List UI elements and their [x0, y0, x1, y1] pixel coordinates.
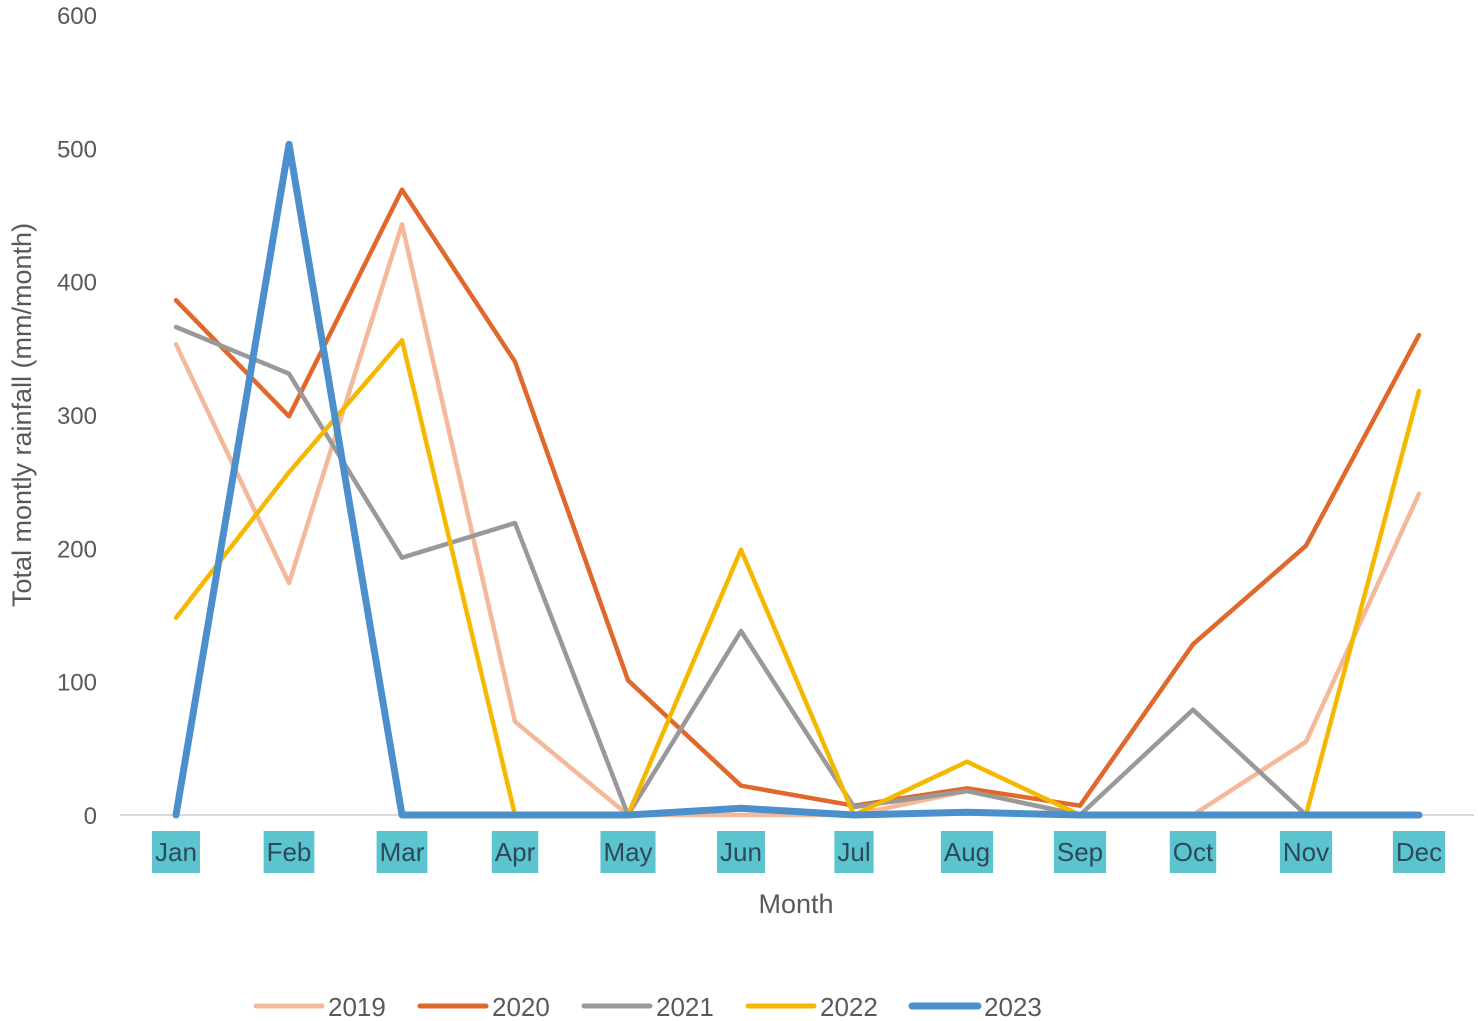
legend-label: 2023	[984, 992, 1042, 1021]
series-line-2019	[173, 222, 1422, 818]
x-tick-label: Jul	[837, 837, 870, 867]
legend-item-2019: 2019	[253, 992, 386, 1021]
legend: 2019 2020 2021 2022 2023	[253, 992, 1042, 1021]
x-tick-highlight	[1392, 831, 1446, 873]
series-line-2021	[173, 324, 1422, 818]
legend-label: 2020	[492, 992, 550, 1021]
y-axis-ticks: 0 100 200 300 400 500 600	[57, 3, 97, 830]
x-tick-highlight	[263, 831, 315, 873]
x-tick-mar: Mar	[376, 831, 428, 873]
x-tick-nov: Nov	[1279, 831, 1333, 873]
x-tick-label: Mar	[380, 837, 425, 867]
x-tick-sep: Sep	[1053, 831, 1107, 873]
y-tick-label: 200	[57, 536, 97, 563]
x-tick-label: Jun	[720, 837, 762, 867]
legend-label: 2019	[328, 992, 386, 1021]
y-tick-label: 400	[57, 270, 97, 297]
x-axis-title: Month	[758, 889, 833, 919]
y-tick-label: 300	[57, 403, 97, 430]
y-axis-title: Total montly rainfall (mm/month)	[7, 223, 37, 607]
series-line-2020	[173, 187, 1422, 808]
x-tick-label: Sep	[1057, 837, 1103, 867]
series-line-2023	[172, 140, 1423, 819]
x-tick-jun: Jun	[717, 831, 765, 873]
legend-item-2020: 2020	[417, 992, 550, 1021]
x-tick-highlight	[376, 831, 428, 873]
x-tick-highlight	[1053, 831, 1107, 873]
x-tick-jan: Jan	[152, 831, 200, 873]
x-tick-oct: Oct	[1169, 831, 1217, 873]
x-tick-label: Apr	[495, 837, 536, 867]
x-tick-label: Feb	[267, 837, 312, 867]
x-tick-label: Dec	[1396, 837, 1442, 867]
x-tick-dec: Dec	[1392, 831, 1446, 873]
x-tick-label: Nov	[1283, 837, 1329, 867]
x-tick-aug: Aug	[940, 831, 994, 873]
y-tick-label: 600	[57, 3, 97, 30]
legend-label: 2021	[656, 992, 714, 1021]
y-tick-label: 500	[57, 136, 97, 163]
x-tick-highlight	[1169, 831, 1217, 873]
x-tick-label: Oct	[1173, 837, 1214, 867]
series-lines	[172, 140, 1423, 819]
legend-item-2022: 2022	[745, 992, 878, 1021]
x-axis-ticks: Jan Feb Mar Apr May Jun Jul Aug Sep Oct Nov Dec	[152, 831, 1446, 873]
y-tick-label: 0	[84, 803, 97, 830]
x-tick-label: Jan	[155, 837, 197, 867]
legend-item-2023: 2023	[908, 992, 1042, 1021]
x-tick-label: Aug	[944, 837, 990, 867]
x-tick-label: May	[603, 837, 652, 867]
x-tick-highlight	[152, 831, 200, 873]
x-tick-highlight	[491, 831, 539, 873]
x-tick-apr: Apr	[491, 831, 539, 873]
x-tick-highlight	[834, 831, 874, 873]
x-tick-jul: Jul	[834, 831, 874, 873]
x-tick-highlight	[600, 831, 656, 873]
y-tick-label: 100	[57, 670, 97, 697]
legend-item-2021: 2021	[581, 992, 714, 1021]
x-tick-highlight	[1279, 831, 1333, 873]
x-tick-feb: Feb	[263, 831, 315, 873]
x-tick-highlight	[940, 831, 994, 873]
x-tick-may: May	[600, 831, 656, 873]
legend-label: 2022	[820, 992, 878, 1021]
x-tick-highlight	[717, 831, 765, 873]
